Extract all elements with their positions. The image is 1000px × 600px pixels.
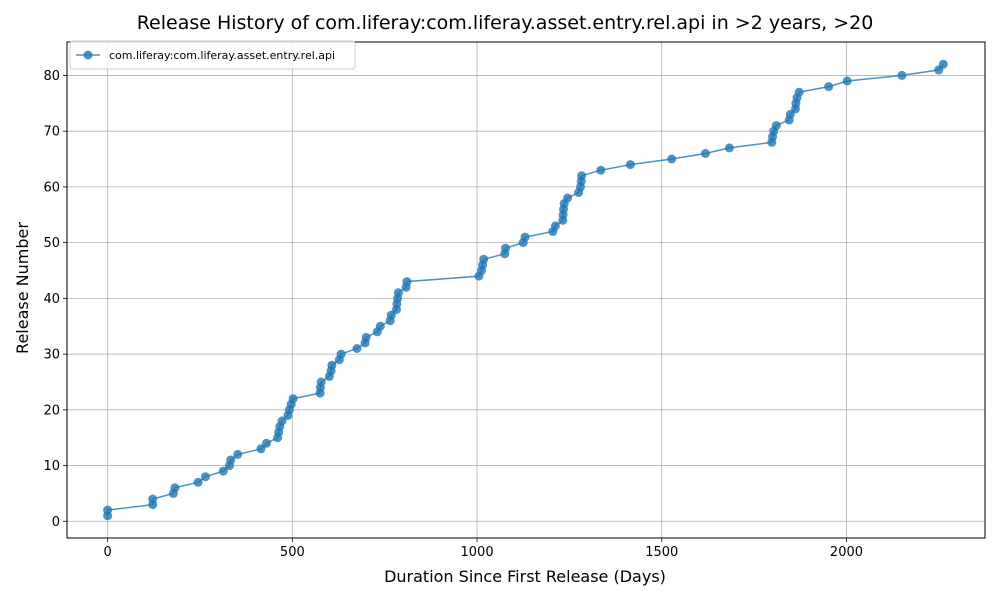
x-tick-label: 500 (280, 545, 305, 560)
y-tick-label: 60 (43, 180, 60, 195)
data-point (316, 377, 326, 387)
data-point (520, 232, 530, 242)
legend-label: com.liferay:com.liferay.asset.entry.rel.… (109, 49, 335, 62)
grid-lines (67, 42, 985, 538)
data-point (327, 360, 337, 370)
series-line (106, 63, 944, 516)
data-point (625, 160, 635, 170)
chart-title: Release History of com.liferay:com.lifer… (137, 12, 874, 34)
legend-marker (83, 50, 93, 60)
data-point (256, 444, 266, 454)
data-point (577, 171, 587, 181)
data-point (262, 438, 271, 448)
data-point (336, 349, 346, 359)
x-tick-label: 2000 (830, 545, 863, 560)
data-point (771, 121, 781, 131)
data-point (170, 483, 180, 493)
legend-box (69, 40, 356, 70)
y-tick-label: 70 (43, 125, 60, 140)
data-point (596, 165, 606, 175)
axis-ticks: 0 500 1000 1500 2000 0 10 20 30 40 50 60 70 80 (43, 69, 863, 560)
y-tick-label: 50 (43, 236, 60, 251)
data-point (233, 449, 243, 459)
y-tick-label: 30 (43, 348, 60, 363)
plot-frame (66, 41, 986, 539)
y-tick-label: 10 (43, 459, 60, 474)
x-axis-label: Duration Since First Release (Days) (384, 567, 666, 586)
plot-series (103, 59, 948, 521)
data-point (375, 321, 385, 331)
data-point (842, 76, 852, 86)
data-point (277, 416, 287, 426)
data-point (361, 332, 371, 342)
data-point (724, 143, 734, 153)
data-point (103, 505, 113, 515)
data-point (201, 472, 210, 482)
x-tick-label: 0 (103, 545, 111, 560)
legend: com.liferay:com.liferay.asset.entry.rel.… (69, 40, 356, 70)
y-tick-label: 20 (43, 403, 60, 418)
data-point (352, 344, 362, 353)
data-point (501, 243, 510, 253)
data-point (479, 254, 489, 264)
data-point (402, 277, 412, 287)
data-point (700, 149, 710, 158)
data-point (550, 221, 560, 231)
data-point (288, 394, 298, 404)
data-point (193, 477, 203, 487)
data-point (218, 466, 228, 476)
data-point (667, 154, 677, 164)
data-point (226, 455, 236, 465)
y-axis-label: Release Number (13, 222, 32, 354)
data-point (148, 494, 158, 504)
y-tick-label: 40 (43, 292, 60, 307)
data-point (824, 82, 834, 92)
data-point (563, 193, 573, 203)
y-tick-label: 0 (52, 515, 60, 530)
x-tick-label: 1500 (645, 545, 678, 560)
data-point (393, 288, 403, 298)
x-tick-label: 1000 (461, 545, 494, 560)
data-point (794, 87, 804, 97)
y-tick-label: 80 (43, 69, 60, 84)
data-point (897, 70, 907, 80)
data-point (938, 59, 948, 69)
